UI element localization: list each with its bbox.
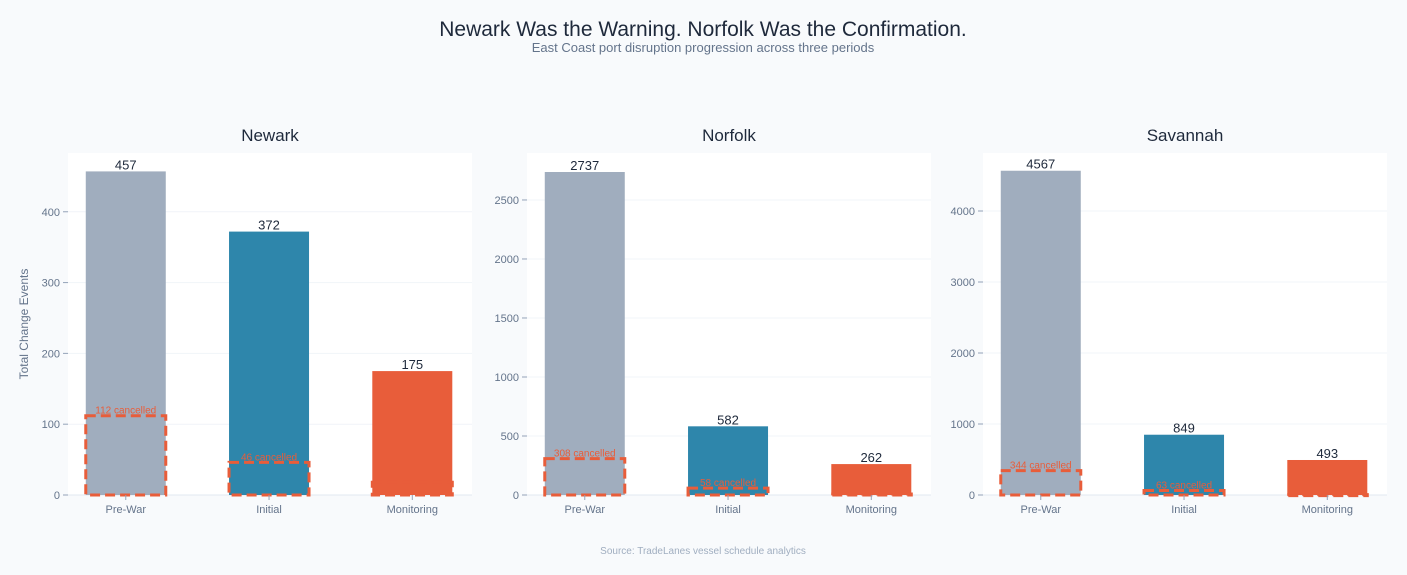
bar-monitoring: [372, 371, 453, 495]
bar-value-label: 457: [115, 157, 137, 172]
y-tick-label: 0: [54, 490, 60, 502]
y-tick-label: 100: [42, 419, 60, 431]
y-tick-label: 2000: [495, 254, 519, 266]
y-tick-label: 0: [969, 490, 975, 502]
y-tick-label: 4000: [951, 206, 975, 218]
x-tick-label: Monitoring: [387, 504, 438, 516]
bar-monitoring: [1287, 459, 1368, 495]
bar-value-label: 262: [860, 450, 882, 465]
y-tick-label: 400: [42, 207, 60, 219]
bar-initial: [229, 231, 310, 496]
bar-initial: [688, 426, 769, 495]
chart-subtitle: East Coast port disruption progression a…: [532, 40, 875, 55]
bar-value-label: 2737: [570, 158, 599, 173]
y-tick-label: 200: [42, 348, 60, 360]
y-tick-label: 2500: [495, 195, 519, 207]
bar-value-label: 493: [1316, 446, 1338, 461]
panel-newark: Newark 0 100 200 300 400 Total Change Events 45…: [17, 126, 472, 516]
cancelled-label: 112 cancelled: [95, 406, 156, 417]
cancelled-label: 63 cancelled: [1156, 481, 1212, 492]
x-tick-label: Monitoring: [1302, 504, 1353, 516]
cancelled-label: 46 cancelled: [241, 452, 297, 463]
x-tick-label: Monitoring: [846, 504, 897, 516]
source-note: Source: TradeLanes vessel schedule analy…: [600, 546, 806, 557]
cancelled-box: [370, 480, 454, 497]
panel-norfolk: Norfolk 0 500 1000 1500 2000 2500 2737 308 cance…: [495, 126, 931, 516]
y-tick-label: 300: [42, 278, 60, 290]
x-tick-label: Pre-War: [105, 504, 146, 516]
cancelled-label: 308 cancelled: [554, 449, 616, 460]
bar-value-label: 372: [258, 218, 280, 233]
bar-value-label: 849: [1173, 421, 1195, 436]
x-tick-label: Pre-War: [1020, 504, 1061, 516]
bar-pre-war: [1000, 170, 1081, 495]
y-tick-label: 1500: [495, 313, 519, 325]
panel-savannah: Savannah 0 1000 2000 3000 4000 4567 344 cancell…: [951, 126, 1387, 516]
y-tick-label: 1000: [495, 372, 519, 384]
panel-title: Savannah: [1147, 126, 1224, 145]
bar-value-label: 175: [401, 357, 423, 372]
panel-title: Norfolk: [702, 126, 756, 145]
bar-pre-war: [85, 171, 166, 495]
bar-value-label: 582: [717, 412, 739, 427]
chart-title: Newark Was the Warning. Norfolk Was the …: [439, 18, 967, 41]
x-tick-label: Initial: [256, 504, 282, 516]
x-tick-label: Initial: [715, 504, 741, 516]
y-tick-label: 500: [501, 431, 519, 443]
x-tick-label: Initial: [1171, 504, 1197, 516]
cancelled-label: 344 cancelled: [1010, 461, 1072, 472]
bar-value-label: 4567: [1026, 157, 1055, 172]
bar-monitoring: [831, 464, 912, 495]
panel-title: Newark: [241, 126, 299, 145]
y-axis-label: Total Change Events: [17, 269, 31, 380]
y-tick-label: 1000: [951, 419, 975, 431]
bar-pre-war: [544, 172, 625, 495]
y-tick-label: 3000: [951, 277, 975, 289]
y-tick-label: 2000: [951, 348, 975, 360]
x-tick-label: Pre-War: [564, 504, 605, 516]
cancelled-label: 58 cancelled: [700, 478, 756, 489]
bar-initial: [1144, 434, 1225, 495]
y-tick-label: 0: [513, 490, 519, 502]
